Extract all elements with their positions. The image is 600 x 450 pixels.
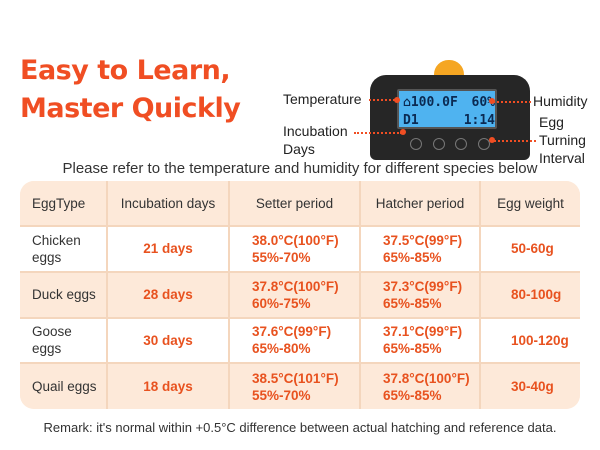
device-button [432, 138, 445, 150]
cell-hatcher-period: 37.1°C(99°F) 65%-85% [360, 317, 481, 364]
header-egg-weight: Egg weight [480, 181, 580, 226]
callout-egg-turning-line-2: Turning [539, 132, 586, 148]
headline-line-2: Master Quickly [20, 93, 241, 124]
callout-incubation-days-line-1: Incubation [283, 123, 348, 139]
device-button [410, 138, 422, 150]
header-hatcher-period: Hatcher period [360, 181, 481, 226]
device-buttons [410, 138, 490, 150]
cell-egg-weight: 50-60g [480, 226, 580, 272]
table-row: Chicken eggs 21 days 38.0°C(100°F) 55%-7… [20, 226, 580, 272]
cell-hatcher-period: 37.8°C(100°F) 65%-85% [360, 363, 481, 409]
cell-egg-weight: 100-120g [480, 317, 580, 364]
cell-setter-period: 38.0°C(100°F) 55%-70% [229, 226, 361, 272]
leader-dot [489, 137, 495, 143]
cell-incubation-days: 21 days [107, 226, 230, 272]
leader-line [354, 132, 402, 134]
table-row: Goose eggs 30 days 37.6°C(99°F) 65%-80% … [20, 317, 580, 364]
species-reference-table: EggType Incubation days Setter period Ha… [20, 181, 580, 409]
cell-egg-type: Goose eggs [20, 317, 108, 364]
cell-setter-period: 37.6°C(99°F) 65%-80% [229, 317, 361, 364]
callout-temperature: Temperature [283, 91, 362, 107]
cell-egg-type: Chicken eggs [20, 226, 108, 272]
cell-setter-period: 38.5°C(101°F) 55%-70% [229, 363, 361, 409]
remark-footnote: Remark: it's normal within +0.5°C differ… [43, 420, 557, 435]
cell-incubation-days: 28 days [107, 271, 230, 318]
subtitle: Please refer to the temperature and humi… [62, 160, 538, 177]
cell-hatcher-period: 37.3°C(99°F) 65%-85% [360, 271, 481, 318]
lcd-temperature-readout: ⌂100.0F [403, 94, 458, 110]
device-button [455, 138, 468, 150]
header-incubation-days: Incubation days [107, 181, 230, 226]
cell-hatcher-period: 37.5°C(99°F) 65%-85% [360, 226, 481, 272]
cell-egg-type: Quail eggs [20, 363, 108, 409]
table-row: Duck eggs 28 days 37.8°C(100°F) 60%-75% … [20, 271, 580, 318]
leader-dot [489, 98, 495, 104]
lcd-display: ⌂100.0F 60% D1 1:14 [397, 89, 497, 129]
callout-humidity: Humidity [533, 93, 588, 109]
cell-setter-period: 37.8°C(100°F) 60%-75% [229, 271, 361, 318]
cell-egg-type: Duck eggs [20, 271, 108, 318]
device-button [477, 138, 490, 150]
callout-egg-turning-line-3: Interval [539, 150, 585, 166]
headline-line-1: Easy to Learn, [20, 55, 231, 86]
callout-incubation-days-line-2: Days [283, 141, 315, 157]
callout-egg-turning-line-1: Egg [539, 114, 564, 130]
leader-line [369, 99, 395, 101]
header-egg-type: EggType [20, 181, 108, 226]
cell-egg-weight: 30-40g [480, 363, 580, 409]
leader-line [493, 101, 531, 103]
table-row: Quail eggs 18 days 38.5°C(101°F) 55%-70%… [20, 363, 580, 409]
leader-dot [394, 97, 400, 103]
incubator-control-panel: ⌂100.0F 60% D1 1:14 [370, 60, 530, 160]
lcd-turning-readout: 1:14 [463, 112, 495, 128]
leader-dot [400, 129, 406, 135]
cell-incubation-days: 18 days [107, 363, 230, 409]
leader-line [494, 140, 536, 142]
cell-incubation-days: 30 days [107, 317, 230, 364]
headline: Easy to Learn, Master Quickly [20, 52, 280, 128]
lcd-days-readout: D1 [403, 112, 419, 128]
cell-egg-weight: 80-100g [480, 271, 580, 318]
header-setter-period: Setter period [229, 181, 361, 226]
